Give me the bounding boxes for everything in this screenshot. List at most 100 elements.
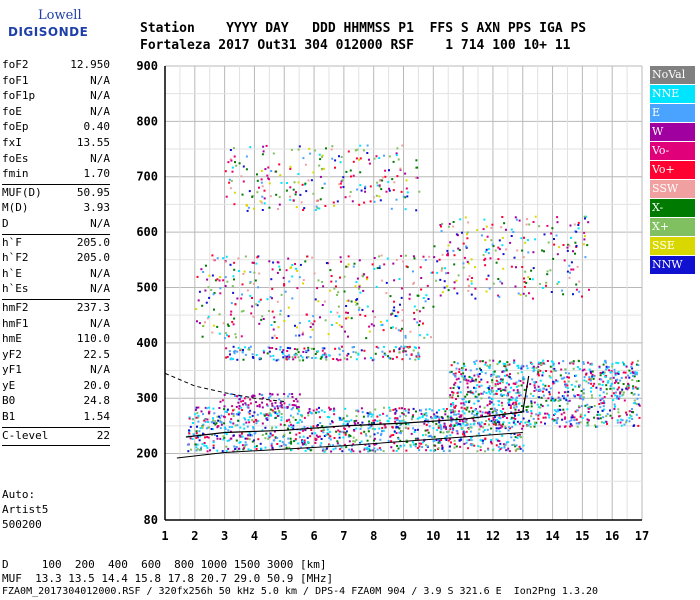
- echo-point: [232, 323, 235, 326]
- echo-point: [511, 444, 514, 446]
- echo-point: [492, 403, 495, 406]
- echo-point: [308, 408, 311, 410]
- echo-point: [256, 304, 259, 307]
- param-key: C-level: [2, 428, 49, 442]
- echo-point: [275, 348, 278, 350]
- echo-point: [402, 260, 405, 263]
- echo-point: [340, 325, 343, 328]
- echo-point: [217, 425, 220, 427]
- echo-point: [420, 412, 423, 415]
- echo-point: [312, 425, 315, 428]
- echo-point: [247, 411, 250, 414]
- echo-point: [255, 401, 257, 404]
- echo-point: [352, 440, 355, 443]
- echo-point: [506, 394, 509, 397]
- echo-point: [231, 285, 234, 288]
- echo-point: [353, 346, 355, 348]
- echo-point: [462, 266, 465, 269]
- echo-point: [569, 425, 572, 428]
- echo-point: [435, 439, 438, 442]
- echo-point: [431, 271, 434, 274]
- echo-point: [540, 421, 543, 424]
- echo-point: [445, 272, 448, 275]
- echo-point: [484, 363, 487, 366]
- echo-point: [255, 419, 258, 422]
- echo-point: [597, 417, 600, 420]
- echo-point: [461, 369, 464, 372]
- echo-point: [298, 359, 301, 362]
- echo-point: [345, 265, 348, 268]
- echo-point: [550, 360, 553, 363]
- echo-point: [399, 445, 402, 448]
- echo-point: [516, 389, 519, 392]
- echo-point: [345, 446, 348, 449]
- echo-point: [429, 449, 432, 452]
- echo-point: [472, 419, 475, 422]
- echo-point: [458, 368, 461, 371]
- auto-version: 500200: [2, 518, 42, 531]
- echo-point: [631, 374, 634, 377]
- echo-point: [587, 407, 590, 410]
- echo-point: [208, 274, 211, 277]
- echo-point: [418, 320, 421, 323]
- echo-point: [637, 364, 640, 367]
- echo-point: [583, 215, 586, 218]
- echo-point: [579, 415, 582, 418]
- echo-point: [626, 388, 629, 391]
- echo-point: [405, 265, 408, 268]
- echo-point: [262, 318, 265, 320]
- echo-point: [571, 414, 574, 417]
- echo-point: [527, 239, 529, 242]
- echo-point: [533, 384, 536, 387]
- echo-point: [488, 388, 491, 391]
- echo-point: [246, 289, 249, 292]
- echo-point: [262, 145, 265, 148]
- echo-point: [427, 421, 430, 424]
- echo-point: [275, 337, 278, 339]
- echo-point: [414, 166, 417, 169]
- echo-point: [470, 439, 473, 442]
- echo-point: [423, 413, 426, 416]
- echo-point: [396, 444, 399, 447]
- echo-point: [236, 424, 239, 427]
- echo-point: [466, 386, 469, 389]
- echo-point: [281, 441, 284, 444]
- echo-point: [514, 418, 517, 420]
- echo-point: [236, 358, 239, 361]
- echo-point: [358, 285, 361, 288]
- echo-point: [566, 387, 569, 390]
- echo-point: [347, 420, 349, 423]
- echo-point: [381, 429, 383, 432]
- echo-point: [470, 426, 473, 429]
- echo-point: [281, 406, 284, 409]
- echo-point: [558, 362, 560, 365]
- echo-point: [279, 348, 282, 351]
- echo-point: [403, 444, 406, 447]
- echo-point: [271, 426, 274, 429]
- echo-point: [345, 305, 348, 307]
- echo-point: [566, 408, 569, 411]
- echo-point: [549, 376, 552, 379]
- echo-point: [290, 148, 293, 151]
- echo-point: [496, 421, 499, 424]
- echo-point: [521, 364, 524, 367]
- echo-point: [238, 407, 241, 410]
- echo-point: [631, 367, 634, 370]
- echo-point: [532, 367, 535, 370]
- echo-point: [553, 238, 555, 240]
- echo-point: [580, 394, 583, 397]
- echo-point: [508, 426, 510, 429]
- echo-point: [528, 419, 531, 422]
- echo-point: [479, 449, 482, 452]
- echo-point: [501, 394, 504, 397]
- echo-point: [385, 190, 388, 193]
- echo-point: [355, 358, 358, 361]
- echo-point: [201, 425, 204, 428]
- echo-point: [251, 356, 254, 358]
- echo-point: [388, 406, 391, 409]
- echo-point: [449, 416, 452, 419]
- echo-point: [493, 370, 496, 373]
- echo-point: [562, 360, 565, 363]
- echo-point: [205, 301, 208, 304]
- echo-point: [563, 259, 566, 262]
